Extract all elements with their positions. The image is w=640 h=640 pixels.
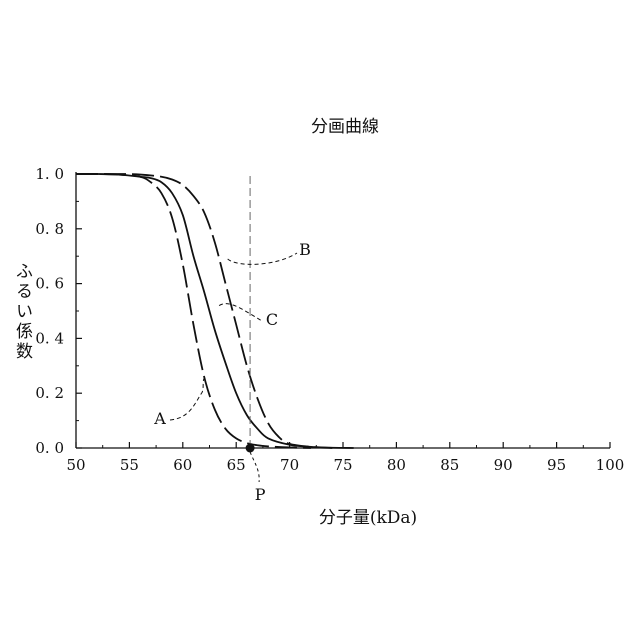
x-tick-label: 95	[547, 456, 566, 474]
chart-title: 分画曲線	[311, 117, 379, 137]
point-p-leader	[250, 452, 259, 482]
x-tick-label: 55	[120, 456, 139, 474]
x-tick-label: 60	[173, 456, 192, 474]
x-tick-label: 100	[596, 456, 625, 474]
y-tick-label: 0. 6	[35, 275, 64, 293]
x-tick-label: 90	[494, 456, 513, 474]
x-tick-label: 75	[333, 456, 352, 474]
series-line-b	[76, 174, 332, 448]
series-line-c	[76, 174, 354, 448]
series-layer	[76, 174, 354, 448]
x-axis-title: 分子量(kDa)	[319, 508, 417, 528]
annotation-label-a: A	[153, 409, 166, 428]
point-p-marker	[246, 444, 255, 453]
y-tick-label: 1. 0	[35, 165, 64, 183]
x-tick-label: 85	[440, 456, 459, 474]
x-tick-label: 70	[280, 456, 299, 474]
annotation-label-c: C	[266, 310, 278, 329]
y-tick-label: 0. 2	[35, 384, 64, 402]
ticks-layer: 50 55 60 65 70 75 80 85 90 95 100 0. 0 0. 2 0. 4 0. 6 0…	[35, 165, 624, 474]
y-tick-label: 0. 4	[35, 329, 64, 347]
y-tick-label: 0. 8	[35, 220, 64, 238]
annotation-label-b: B	[299, 240, 311, 259]
y-tick-label: 0. 0	[35, 439, 64, 457]
x-tick-label: 80	[387, 456, 406, 474]
annotation-leader-a	[170, 378, 204, 420]
x-tick-label: 50	[66, 456, 85, 474]
annotation-leader-b	[228, 253, 297, 264]
x-tick-label: 65	[227, 456, 246, 474]
y-axis-title: ふるい係数	[12, 262, 33, 362]
point-p-label: P	[255, 485, 266, 504]
annotation-leader-c	[219, 304, 262, 321]
